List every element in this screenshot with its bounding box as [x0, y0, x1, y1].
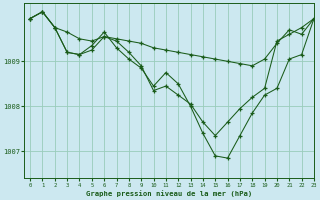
X-axis label: Graphe pression niveau de la mer (hPa): Graphe pression niveau de la mer (hPa)	[86, 190, 252, 197]
